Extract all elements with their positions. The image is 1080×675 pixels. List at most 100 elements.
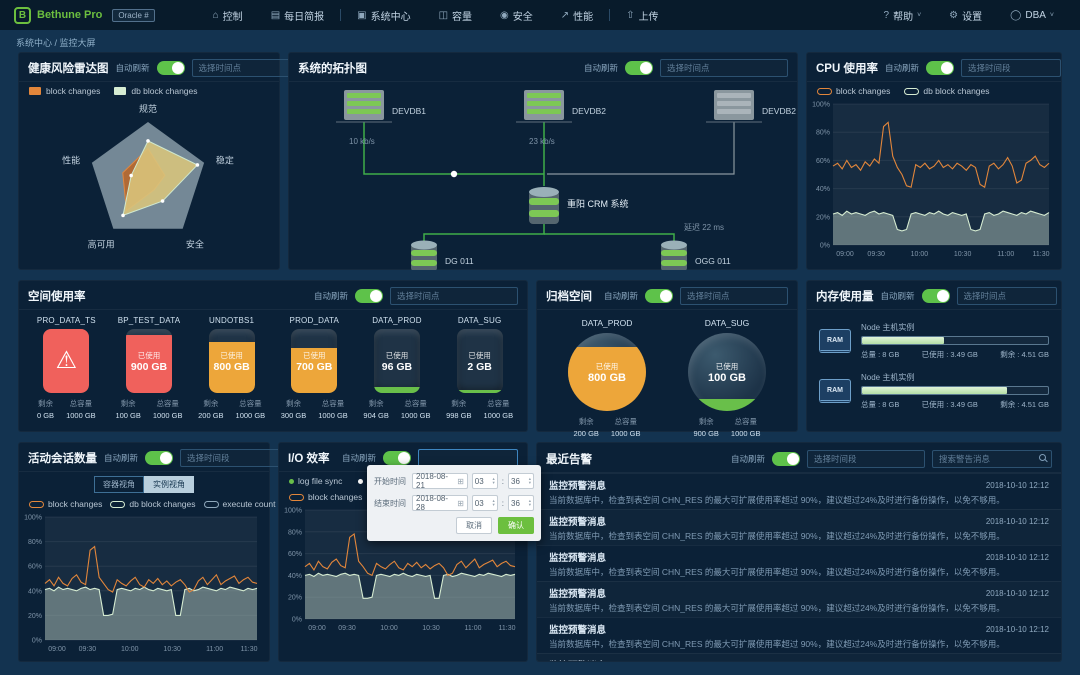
tablespace-tank-DATA_SUG[interactable]: DATA_SUG 已使用 2 GB 剩余 998 GB 总容量 1000 GB [440, 316, 520, 420]
legend-item[interactable]: block changes [289, 492, 362, 502]
confirm-button[interactable]: 确认 [498, 517, 534, 534]
nav-right-item-2[interactable]: ◯ DBA ˅ [998, 0, 1066, 30]
search-icon[interactable] [1039, 454, 1046, 461]
auto-refresh-toggle[interactable] [625, 61, 653, 75]
svg-text:11:00: 11:00 [206, 646, 223, 653]
database-icon-dg[interactable] [411, 240, 437, 271]
auto-refresh-label: 自动刷新 [730, 453, 765, 464]
time-point-input[interactable] [680, 287, 788, 305]
cancel-button[interactable]: 取消 [456, 517, 492, 534]
auto-refresh-label: 自动刷新 [603, 291, 638, 301]
total-value: 1000 GB [400, 411, 431, 420]
alert-item-4[interactable]: 监控预警消息 2018-10-10 12:12 当前数据库中，检查到表空间 CH… [537, 617, 1061, 653]
alert-item-3[interactable]: 监控预警消息 2018-10-10 12:12 当前数据库中，检查到表空间 CH… [537, 581, 1061, 617]
nav-item-5[interactable]: ↗ 性能 [549, 0, 605, 30]
time-point-input[interactable] [956, 287, 1057, 305]
auto-refresh-toggle[interactable] [926, 61, 954, 75]
archive-sphere-DATA_SUG[interactable]: DATA_SUG 已使用 100 GB 剩余 900 GB 总容量 1000 GB [672, 318, 782, 438]
auto-refresh-toggle[interactable] [383, 451, 411, 465]
database-icon-ogg[interactable] [661, 240, 687, 271]
tab-0[interactable]: 容器视角 [94, 476, 144, 493]
svg-text:20%: 20% [288, 595, 302, 602]
center-db-label: 重阳 CRM 系统 [567, 198, 629, 209]
stepper-arrows-icon[interactable]: ▴ ▾ [492, 476, 495, 485]
server-icon-devdb3[interactable] [706, 90, 762, 123]
database-icon-crm[interactable] [529, 187, 559, 224]
nav-right-item-0[interactable]: ? 帮助 ˅ [872, 0, 934, 30]
nav-item-6[interactable]: ⇧ 上传 [614, 0, 670, 30]
tablespace-tank-PROD_DATA[interactable]: PROD_DATA 已使用 700 GB 剩余 300 GB 总容量 1000 GB [274, 316, 354, 420]
svg-text:性能: 性能 [62, 155, 80, 166]
panel-title: 健康风险雷达图 [28, 63, 109, 75]
alert-item-1[interactable]: 监控预警消息 2018-10-10 12:12 当前数据库中，检查到表空间 CH… [537, 509, 1061, 545]
nav-item-1[interactable]: ▤ 每日简报 [259, 0, 336, 30]
time-colon: : [501, 498, 504, 508]
legend-item[interactable]: execute count [203, 499, 275, 509]
stepper-arrows-icon[interactable]: ▴ ▾ [528, 498, 531, 507]
time-range-input[interactable] [961, 59, 1061, 77]
auto-refresh-toggle[interactable] [772, 451, 800, 466]
svg-text:0%: 0% [292, 617, 302, 624]
ram-chip-icon: RAM [819, 379, 851, 403]
panel-health-radar: 健康风险雷达图 自动刷新 block changes db block chang… [18, 52, 310, 270]
legend-marker-icon [817, 87, 832, 95]
stepper-arrows-icon[interactable]: ▴ ▾ [528, 476, 531, 485]
nav-item-3[interactable]: ◫ 容量 [427, 0, 484, 30]
tab-1[interactable]: 实例视角 [144, 476, 194, 493]
legend-item[interactable]: db block changes [114, 86, 198, 96]
tablespace-tank-BP_TEST_DATA[interactable]: BP_TEST_DATA 已使用 900 GB 剩余 100 GB 总容量 1000 … [109, 316, 189, 420]
alert-item-2[interactable]: 监控预警消息 2018-10-10 12:12 当前数据库中，检查到表空间 CH… [537, 545, 1061, 581]
server-icon-devdb2[interactable] [516, 90, 572, 123]
used-caption: 已使用 [385, 350, 409, 360]
stepper-arrows-icon[interactable]: ▴ ▾ [492, 498, 495, 507]
legend-item[interactable]: block changes [29, 499, 102, 509]
auto-refresh-toggle[interactable] [355, 289, 383, 303]
start-minute-stepper[interactable]: 36 ▴ ▾ [508, 473, 534, 489]
tablespace-tank-DATA_PROD[interactable]: DATA_PROD 已使用 96 GB 剩余 904 GB 总容量 1000 GB [357, 316, 437, 420]
server-icon-devdb1[interactable] [336, 90, 392, 123]
time-point-input[interactable] [390, 287, 518, 305]
cpu-usage-chart: 0% 20% 40% 60% 80% 100% 09:00 09:30 10:00 10… [812, 102, 1050, 259]
alert-body: 当前数据库中，检查到表空间 CHN_RES 的最大可扩展使用率超过 90%，建议… [549, 531, 1005, 541]
alert-search-input[interactable] [932, 450, 1052, 468]
legend-item[interactable]: log file sync [289, 476, 342, 486]
tablespace-tank-PRO_DATA_TS[interactable]: PRO_DATA_TS ⚠ 剩余 0 GB 总容量 1000 GB [26, 316, 106, 420]
start-hour-stepper[interactable]: 03 ▴ ▾ [471, 473, 498, 489]
nav-item-2[interactable]: ▣ 系统中心 [345, 0, 422, 30]
auto-refresh-toggle[interactable] [921, 289, 950, 303]
time-point-input[interactable] [660, 59, 788, 77]
legend-item[interactable]: db block changes [904, 86, 990, 96]
oracle-badge[interactable]: Oracle # [112, 8, 155, 22]
breadcrumb[interactable]: 系统中心 / 监控大屏 [16, 38, 96, 48]
end-minute-stepper[interactable]: 36 ▴ ▾ [508, 495, 534, 511]
warning-icon: ⚠ [55, 347, 78, 374]
auto-refresh-toggle[interactable] [156, 61, 185, 75]
alert-item-5[interactable]: 监控预警消息 2018-10-10 12:12 当前数据库中，检查到表空间 CH… [537, 653, 1061, 661]
time-range-input[interactable] [807, 449, 925, 468]
end-hour-stepper[interactable]: 03 ▴ ▾ [471, 495, 498, 511]
archive-sphere-DATA_PROD[interactable]: DATA_PROD 已使用 800 GB 剩余 200 GB 总容量 1000 GB [552, 318, 662, 438]
svg-text:40%: 40% [288, 573, 302, 580]
legend-item[interactable]: db block changes [110, 499, 196, 509]
auto-refresh-toggle[interactable] [645, 289, 673, 303]
alert-title: 监控预警消息 [549, 625, 607, 636]
time-range-input[interactable] [180, 449, 289, 467]
start-date-value: 2018-08-21 [416, 472, 449, 490]
memory-row-0: RAM Node 主机实例 总量 : 8 GB 已使用 : 3.49 GB 剩余… [807, 310, 1061, 360]
nav-right-item-1[interactable]: ⚙ 设置 [937, 0, 994, 30]
nav-item-4[interactable]: ◉ 安全 [488, 0, 545, 30]
used-caption: 已使用 [137, 350, 161, 360]
auto-refresh-label: 自动刷新 [115, 63, 150, 73]
start-date-input[interactable]: 2018-08-21 ⊞ [412, 472, 468, 490]
alert-body: 当前数据库中，检查到表空间 CHN_RES 的最大可扩展使用率超过 90%，建议… [549, 567, 1005, 577]
auto-refresh-label: 自动刷新 [583, 63, 618, 73]
auto-refresh-toggle[interactable] [145, 451, 174, 465]
tablespace-tank-UNDOTBS1[interactable]: UNDOTBS1 已使用 800 GB 剩余 200 GB 总容量 1000 GB [192, 316, 272, 420]
legend-item[interactable]: block changes [817, 86, 890, 96]
nav-item-0[interactable]: ⌂ 控制 [201, 0, 255, 30]
alert-item-0[interactable]: 监控预警消息 2018-10-10 12:12 当前数据库中，检查到表空间 CH… [537, 473, 1061, 509]
legend-item[interactable]: block changes [29, 86, 100, 96]
sessions-chart: 0% 20% 40% 60% 80% 100% 09:00 09:30 10:00 10… [24, 515, 258, 654]
end-date-input[interactable]: 2018-08-28 ⊞ [412, 494, 468, 512]
